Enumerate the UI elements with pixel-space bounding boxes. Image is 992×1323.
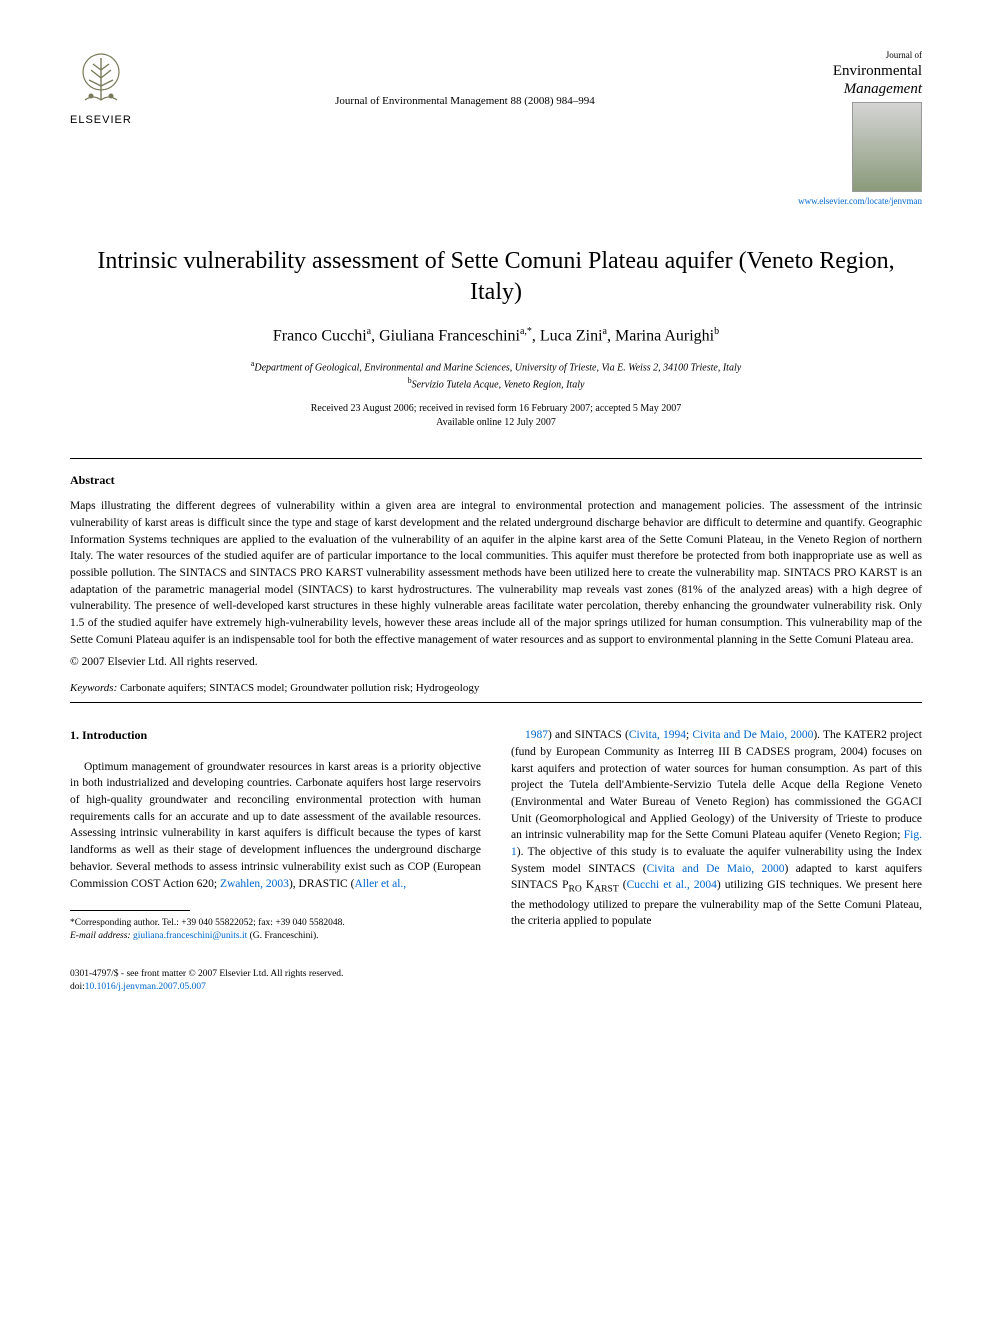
column-right: 1987) and SINTACS (Civita, 1994; Civita … bbox=[511, 727, 922, 943]
journal-title-line2: Management bbox=[844, 81, 922, 97]
keywords-text: Carbonate aquifers; SINTACS model; Groun… bbox=[120, 682, 479, 694]
header-bar: ELSEVIER Journal of Environmental Manage… bbox=[70, 50, 922, 206]
footnote-divider bbox=[70, 910, 190, 911]
abstract-copyright: © 2007 Elsevier Ltd. All rights reserved… bbox=[70, 656, 922, 668]
affiliation-a: aDepartment of Geological, Environmental… bbox=[70, 358, 922, 375]
journal-box-label: Journal of bbox=[798, 50, 922, 60]
journal-box: Journal of Environmental Management www.… bbox=[798, 50, 922, 206]
doi-link[interactable]: 10.1016/j.jenvman.2007.05.007 bbox=[85, 982, 206, 992]
affiliation-b-text: Servizio Tutela Acque, Veneto Region, It… bbox=[412, 379, 585, 390]
abstract-heading: Abstract bbox=[70, 473, 922, 488]
affiliations: aDepartment of Geological, Environmental… bbox=[70, 358, 922, 393]
corresponding-email-line: E-mail address: giuliana.franceschini@un… bbox=[70, 930, 481, 943]
page-footer: 0301-4797/$ - see front matter © 2007 El… bbox=[70, 968, 922, 995]
intro-heading: 1. Introduction bbox=[70, 727, 481, 744]
column-left: 1. Introduction Optimum management of gr… bbox=[70, 727, 481, 943]
divider-bottom bbox=[70, 702, 922, 703]
article-dates: Received 23 August 2006; received in rev… bbox=[70, 402, 922, 430]
body-columns: 1. Introduction Optimum management of gr… bbox=[70, 727, 922, 943]
authors-line: Franco Cucchia, Giuliana Franceschinia,*… bbox=[70, 326, 922, 345]
journal-cover-thumbnail bbox=[852, 102, 922, 192]
publisher-name: ELSEVIER bbox=[70, 114, 132, 126]
intro-paragraph-left: Optimum management of groundwater resour… bbox=[70, 759, 481, 892]
affiliation-a-text: Department of Geological, Environmental … bbox=[254, 362, 741, 373]
abstract-text: Maps illustrating the different degrees … bbox=[70, 498, 922, 648]
corresponding-email-link[interactable]: giuliana.franceschini@units.it bbox=[133, 931, 247, 941]
publisher-logo: ELSEVIER bbox=[70, 50, 132, 126]
journal-title-line1: Environmental bbox=[833, 63, 922, 79]
corresponding-email-name: (G. Franceschini). bbox=[250, 931, 319, 941]
footer-front-matter: 0301-4797/$ - see front matter © 2007 El… bbox=[70, 968, 922, 981]
keywords-line: Keywords: Carbonate aquifers; SINTACS mo… bbox=[70, 682, 922, 694]
keywords-label: Keywords: bbox=[70, 682, 117, 694]
journal-link[interactable]: www.elsevier.com/locate/jenvman bbox=[798, 196, 922, 206]
corresponding-author-line: *Corresponding author. Tel.: +39 040 558… bbox=[70, 917, 481, 930]
corresponding-footnote: *Corresponding author. Tel.: +39 040 558… bbox=[70, 917, 481, 944]
journal-reference: Journal of Environmental Management 88 (… bbox=[132, 50, 798, 107]
divider-top bbox=[70, 458, 922, 459]
article-title: Intrinsic vulnerability assessment of Se… bbox=[70, 246, 922, 308]
journal-box-title: Environmental Management bbox=[798, 62, 922, 98]
elsevier-tree-icon bbox=[71, 50, 131, 110]
dates-line1: Received 23 August 2006; received in rev… bbox=[70, 402, 922, 416]
footer-doi-line: doi:10.1016/j.jenvman.2007.05.007 bbox=[70, 981, 922, 994]
intro-paragraph-right: 1987) and SINTACS (Civita, 1994; Civita … bbox=[511, 727, 922, 930]
doi-label: doi: bbox=[70, 982, 85, 992]
dates-line2: Available online 12 July 2007 bbox=[70, 416, 922, 430]
affiliation-b: bServizio Tutela Acque, Veneto Region, I… bbox=[70, 375, 922, 392]
email-label: E-mail address: bbox=[70, 931, 131, 941]
